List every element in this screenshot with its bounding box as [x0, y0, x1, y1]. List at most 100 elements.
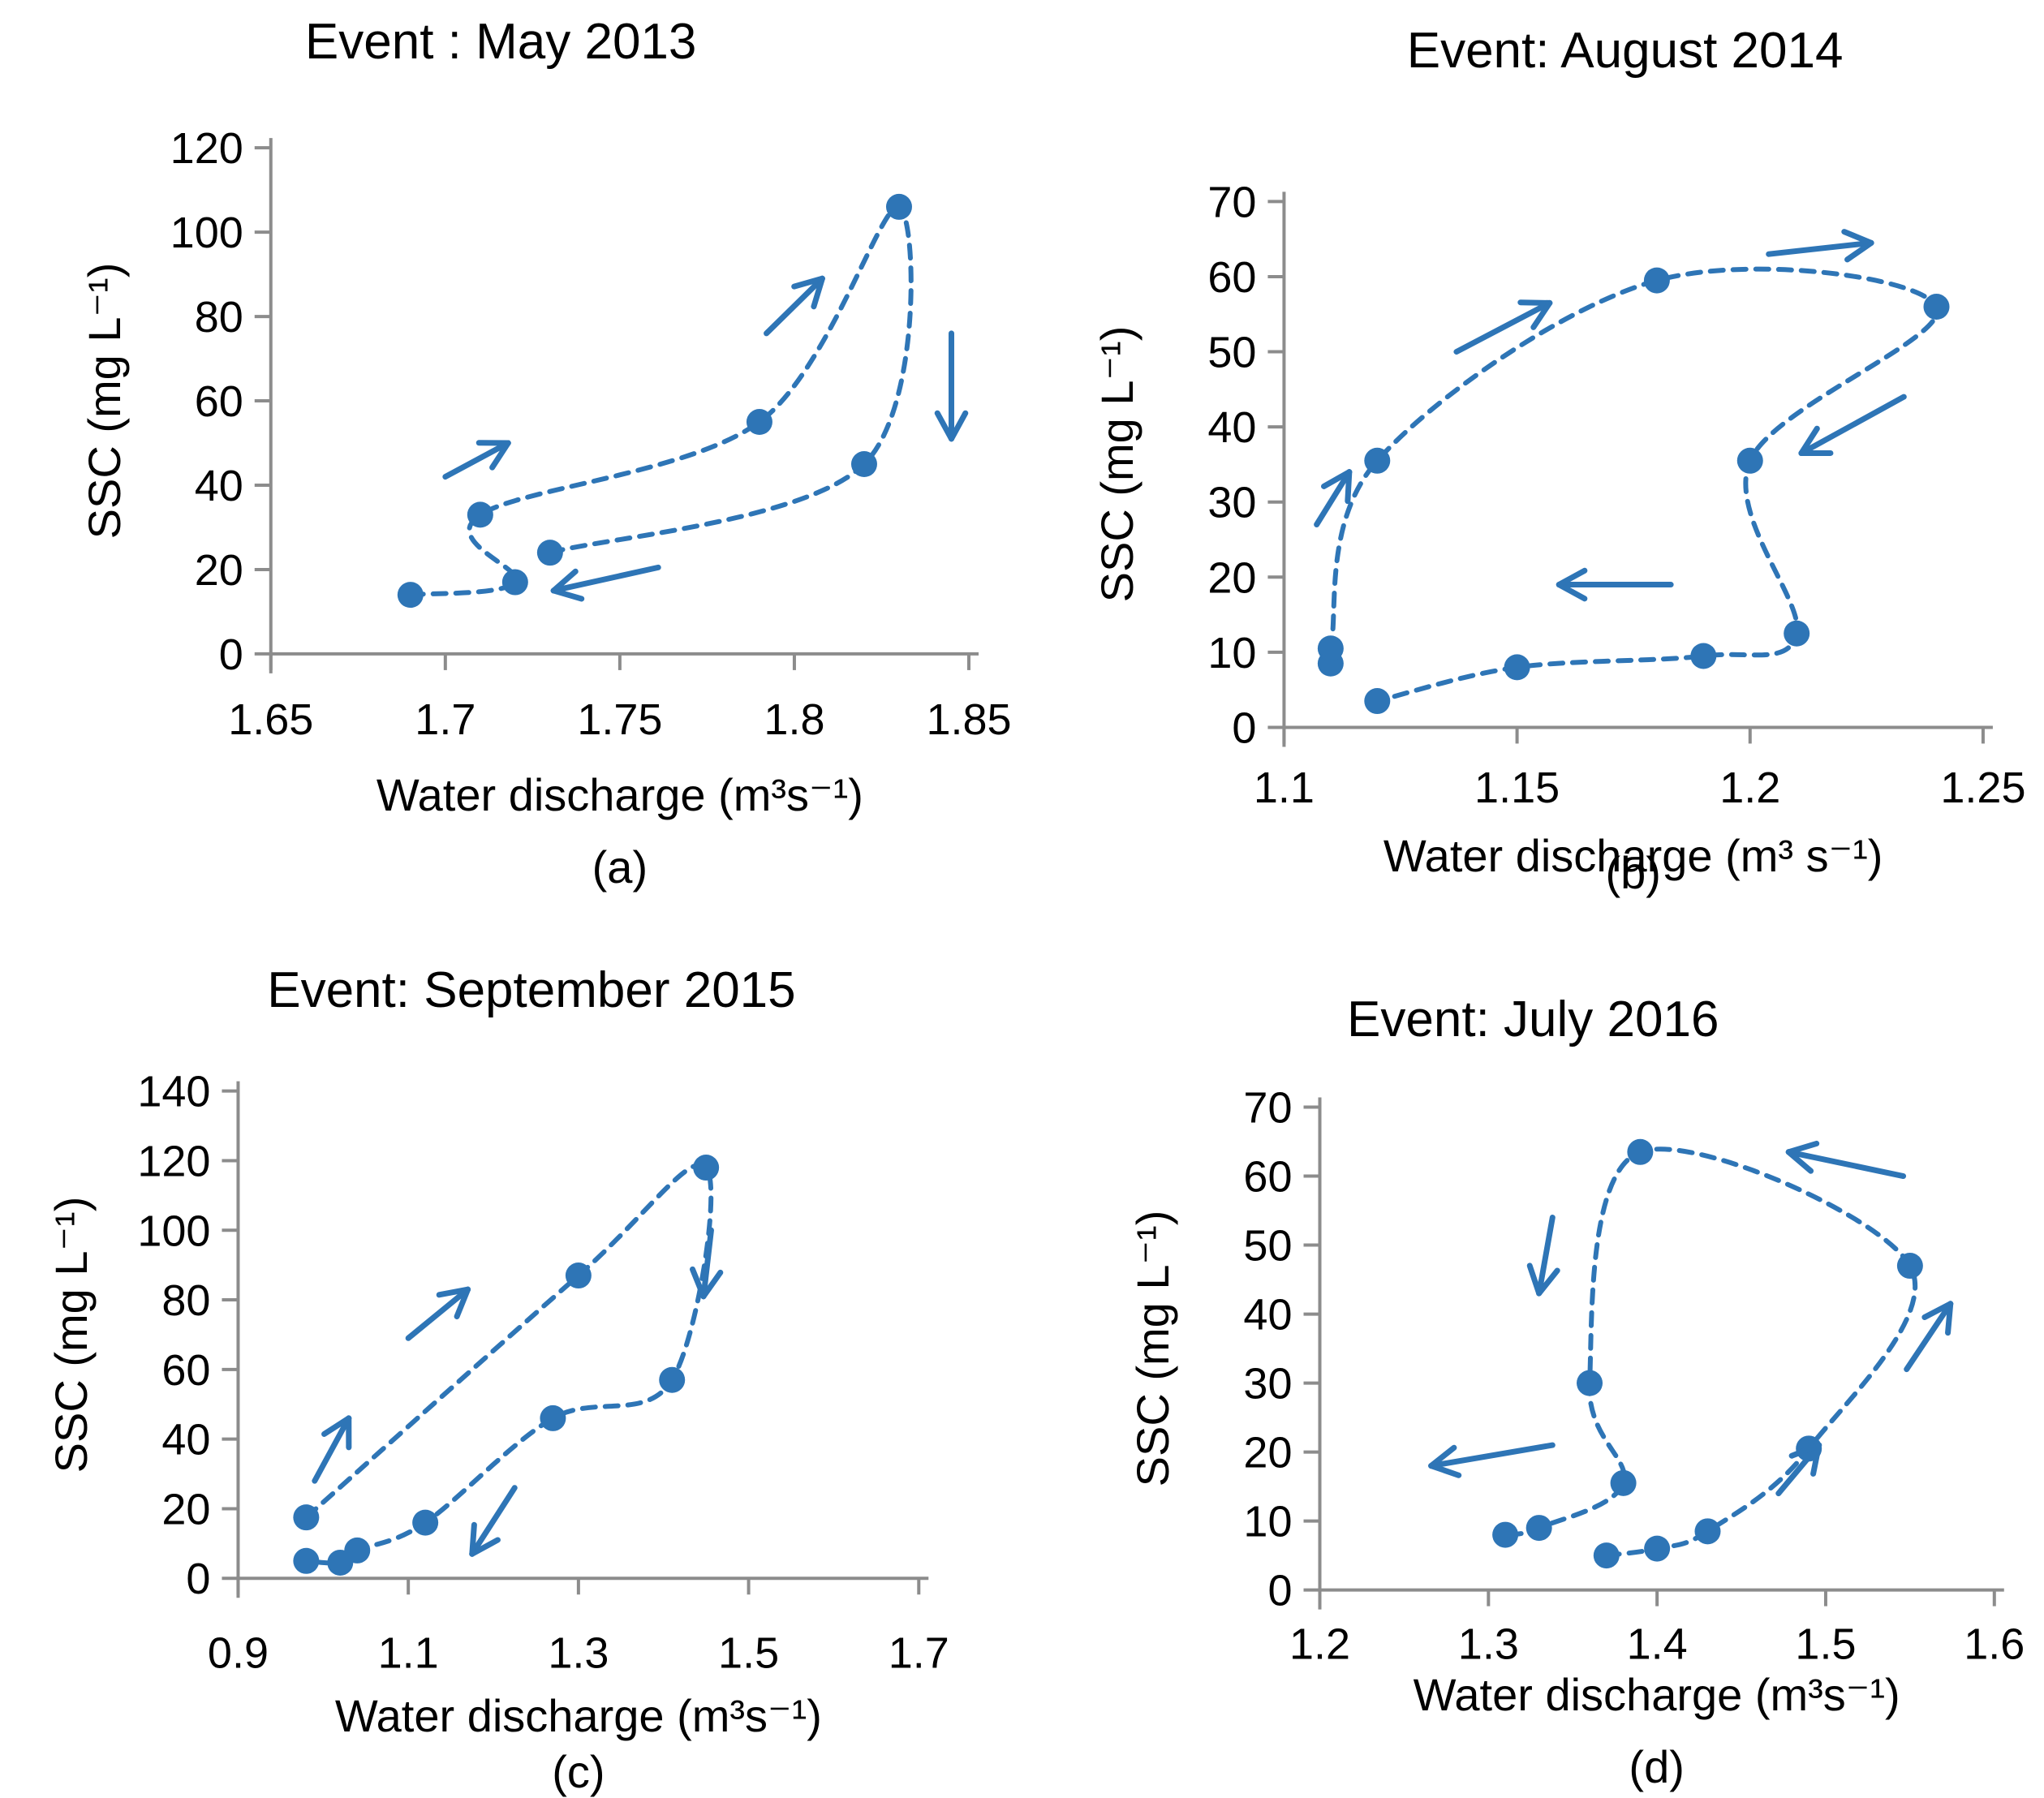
x-tick-label: 1.7: [889, 1628, 949, 1677]
x-tick-label: 1.1: [378, 1628, 439, 1677]
y-tick-label: 20: [195, 546, 243, 595]
y-tick-label: 120: [170, 124, 243, 173]
data-point-marker: [851, 451, 877, 477]
x-tick-label: 1.5: [1795, 1619, 1856, 1668]
y-tick-label: 40: [195, 462, 243, 510]
y-axis-label: SSC (mg L⁻¹): [78, 263, 131, 540]
data-point-marker: [1577, 1370, 1603, 1396]
direction-arrow-head: [1530, 1266, 1538, 1293]
y-tick-label: 60: [161, 1346, 210, 1395]
data-point-marker: [1896, 1253, 1922, 1279]
series-path: [1327, 269, 1937, 701]
data-point-marker: [293, 1548, 319, 1574]
y-tick-label: 140: [137, 1068, 210, 1116]
data-point-marker: [1644, 1536, 1670, 1562]
data-point-marker: [540, 1405, 566, 1431]
chart-caption: (d): [1629, 1740, 1684, 1793]
x-tick-label: 1.2: [1719, 764, 1780, 812]
x-tick-label: 1.15: [1474, 764, 1560, 812]
x-tick-label: 1.2: [1289, 1619, 1349, 1668]
y-tick-label: 10: [1243, 1498, 1292, 1546]
y-tick-label: 40: [1207, 403, 1256, 452]
y-tick-label: 10: [1207, 629, 1256, 677]
y-tick-label: 40: [1243, 1291, 1292, 1340]
data-point-marker: [1736, 448, 1762, 474]
y-tick-label: 80: [195, 293, 243, 342]
direction-arrow-head: [1347, 472, 1349, 501]
x-tick-label: 1.3: [1457, 1619, 1518, 1668]
direction-arrow-head: [1788, 1143, 1816, 1151]
y-tick-label: 0: [1232, 703, 1256, 752]
series-path: [1505, 1149, 1915, 1555]
x-tick-label: 0.9: [208, 1628, 269, 1677]
y-tick-label: 50: [1207, 329, 1256, 377]
data-point-marker: [398, 582, 424, 608]
data-point-marker: [566, 1262, 592, 1288]
y-tick-label: 50: [1243, 1222, 1292, 1271]
x-tick-label: 1.4: [1626, 1619, 1687, 1668]
direction-arrow-head: [1844, 232, 1870, 243]
y-tick-label: 100: [170, 209, 243, 257]
direction-arrow-shaft: [1801, 397, 1903, 453]
data-point-marker: [1610, 1470, 1636, 1496]
series-path: [411, 207, 911, 595]
x-tick-label: 1.8: [764, 695, 824, 744]
y-tick-label: 120: [137, 1137, 210, 1185]
chart-title: Event: September 2015: [267, 963, 795, 1018]
direction-arrow-head: [553, 591, 582, 599]
direction-arrow-head: [1947, 1304, 1950, 1333]
y-tick-label: 70: [1243, 1084, 1292, 1133]
direction-arrow-head: [472, 1525, 475, 1554]
data-point-marker: [886, 194, 912, 220]
y-axis-label: SSC (mg L⁻¹): [45, 1197, 98, 1473]
chart-title: Event: August 2014: [1407, 24, 1844, 79]
chart-title: Event: July 2016: [1347, 992, 1719, 1047]
series-path: [306, 1165, 711, 1564]
y-tick-label: 20: [1207, 553, 1256, 602]
data-point-marker: [693, 1155, 719, 1181]
data-point-marker: [1690, 643, 1716, 669]
data-point-marker: [1643, 268, 1669, 294]
x-tick-label: 1.1: [1253, 764, 1314, 812]
x-axis-label: Water discharge (m³s⁻¹): [335, 1689, 822, 1743]
x-tick-label: 1.5: [718, 1628, 779, 1677]
data-point-marker: [537, 540, 563, 566]
data-point-marker: [659, 1367, 685, 1393]
data-point-marker: [1784, 621, 1809, 647]
x-axis-label: Water discharge (m³s⁻¹): [377, 768, 863, 822]
x-tick-label: 1.7: [415, 695, 475, 744]
y-tick-label: 20: [1243, 1429, 1292, 1478]
y-tick-label: 80: [161, 1276, 210, 1325]
data-point-marker: [1504, 654, 1530, 680]
data-point-marker: [1923, 294, 1949, 320]
y-tick-label: 30: [1243, 1360, 1292, 1409]
data-point-marker: [1593, 1542, 1619, 1568]
chart-caption: (c): [552, 1745, 605, 1798]
y-axis-label: SSC (mg L⁻¹): [1126, 1211, 1180, 1487]
data-point-marker: [412, 1510, 438, 1536]
y-tick-label: 0: [186, 1555, 210, 1603]
y-tick-label: 40: [161, 1416, 210, 1465]
y-tick-label: 100: [137, 1207, 210, 1255]
data-point-marker: [293, 1504, 319, 1530]
x-tick-label: 1.6: [1964, 1619, 2025, 1668]
x-tick-label: 1.65: [228, 695, 313, 744]
chart-caption: (b): [1605, 846, 1660, 899]
y-tick-label: 20: [161, 1485, 210, 1533]
data-point-marker: [1525, 1515, 1551, 1541]
x-axis-label: Water discharge (m³s⁻¹): [1414, 1668, 1900, 1722]
direction-arrow-head: [1431, 1466, 1458, 1476]
y-tick-label: 30: [1207, 479, 1256, 527]
data-point-marker: [1364, 688, 1390, 714]
data-point-marker: [1627, 1139, 1653, 1165]
data-point-marker: [502, 570, 528, 596]
data-point-marker: [1694, 1518, 1720, 1544]
y-tick-label: 60: [1243, 1153, 1292, 1202]
